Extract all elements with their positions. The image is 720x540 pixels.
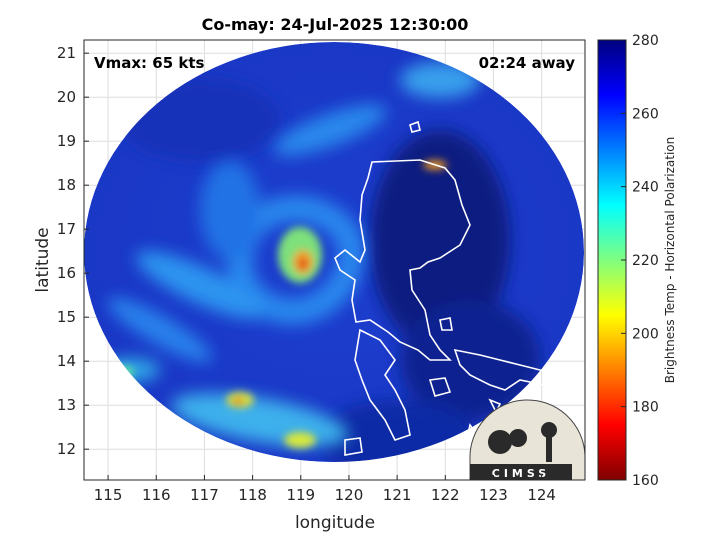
time-away-label: 02:24 away	[479, 54, 576, 72]
axes-border	[83, 39, 586, 481]
colorbar-tick-label: 160	[632, 473, 659, 489]
x-tick-label: 121	[383, 486, 412, 504]
x-tick-label: 122	[431, 486, 460, 504]
colorbar-tick-label: 180	[632, 400, 659, 416]
y-tick-label: 19	[57, 132, 76, 150]
x-tick-label: 115	[94, 486, 123, 504]
colorbar-label: Brightness Temp - Horizontal Polarizatio…	[663, 137, 677, 384]
y-tick-label: 20	[57, 88, 76, 106]
colorbar-tick-label: 240	[632, 180, 659, 196]
vmax-label: Vmax: 65 kts	[94, 54, 204, 72]
x-axis-label: longitude	[295, 513, 375, 533]
plot-title: Co-may: 24-Jul-2025 12:30:00	[202, 15, 469, 34]
y-tick-labels: 12 13 14 15 16 17 18 19 20 21	[57, 44, 89, 458]
y-axis-label: latitude	[33, 227, 53, 292]
colorbar-tick-label: 220	[632, 253, 659, 269]
x-tick-label: 118	[238, 486, 267, 504]
colorbar-tick-label: 200	[632, 326, 659, 342]
y-tick-label: 13	[57, 396, 76, 414]
colorbar-tick-labels: 160 180 200 220 240 260 280	[621, 33, 659, 489]
cimss-logo: CIMSS	[469, 399, 585, 480]
x-tick-label: 124	[527, 486, 556, 504]
x-tick-label: 119	[286, 486, 315, 504]
x-tick-labels: 115 116 117 118 119 120 121 122 123 124	[94, 475, 556, 504]
colorbar-tick-label: 260	[632, 106, 659, 122]
coastline	[334, 120, 557, 456]
x-tick-label: 120	[335, 486, 364, 504]
y-tick-label: 14	[57, 352, 76, 370]
y-tick-label: 16	[57, 264, 76, 282]
x-tick-label: 117	[190, 486, 219, 504]
cimss-logo-text: CIMSS	[492, 467, 550, 480]
y-tick-label: 12	[57, 440, 76, 458]
y-tick-label: 17	[57, 220, 76, 238]
x-tick-label: 116	[142, 486, 171, 504]
x-tick-label: 123	[479, 486, 508, 504]
colorbar-tick-label: 280	[632, 33, 659, 49]
y-tick-label: 21	[57, 44, 76, 62]
swath-disk	[84, 42, 584, 462]
y-tick-label: 15	[57, 308, 76, 326]
y-tick-label: 18	[57, 176, 76, 194]
